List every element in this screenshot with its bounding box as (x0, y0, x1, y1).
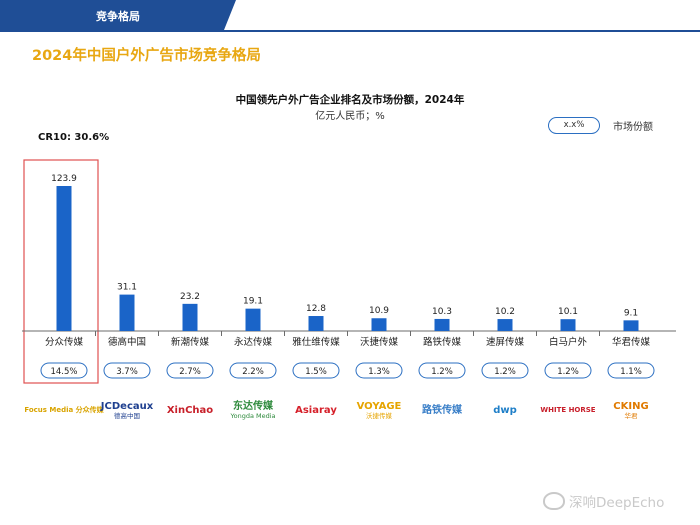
page-title: 2024年中国户外广告市场竞争格局 (32, 48, 261, 64)
bar (56, 186, 72, 331)
legend-label: 市场份额 (613, 122, 653, 133)
bar (434, 318, 450, 331)
share-label: 1.5% (305, 367, 327, 377)
bar (182, 303, 198, 331)
share-bubble (607, 362, 655, 379)
value-label: 10.1 (558, 307, 578, 317)
cking-logo: CKING 华君 (613, 400, 649, 420)
voyage-logo: VOYAGE 沃捷传媒 (356, 400, 402, 420)
legend-symbol: x.x% (548, 117, 600, 134)
share-bubble (544, 362, 592, 379)
chart-title: 中国领先户外广告企业排名及市场份额，2024年 (235, 94, 465, 106)
bar (308, 316, 324, 331)
share-bubble (418, 362, 466, 379)
share-label: 2.2% (242, 367, 264, 377)
share-bubble (40, 362, 88, 379)
focus-media-logo: Focus Media 分众传媒 (24, 405, 104, 414)
category-label: 路铁传媒 (423, 336, 462, 348)
value-label: 23.2 (180, 292, 200, 302)
share-bubble (103, 362, 151, 379)
share-bubble (229, 362, 277, 379)
yongda-logo: 东达传媒 Yongda Media (230, 400, 276, 420)
header-bar (0, 0, 236, 30)
weibo-icon (543, 492, 565, 510)
leader-highlight-box (23, 159, 99, 384)
value-label: 10.3 (432, 307, 452, 317)
header-rule (0, 30, 700, 32)
xinchao-logo: XinChao (166, 404, 214, 416)
value-label: 31.1 (117, 283, 137, 293)
share-label: 3.7% (116, 367, 138, 377)
bar (623, 320, 639, 331)
bar (560, 319, 576, 331)
dwp-logo: dwp (493, 404, 517, 416)
watermark-text: 深响DeepEcho (569, 495, 665, 511)
category-label: 德高中国 (108, 336, 146, 348)
category-label: 新潮传媒 (171, 336, 210, 348)
bar (371, 318, 387, 331)
cr10-note: CR10: 30.6% (38, 132, 110, 143)
category-label: 沃捷传媒 (360, 336, 399, 348)
category-label: 白马户外 (549, 336, 588, 348)
share-bubble (292, 362, 340, 379)
bar (497, 319, 513, 331)
category-label: 速屏传媒 (486, 336, 525, 348)
share-label: 2.7% (179, 367, 201, 377)
jcdecaux-logo: JCDecaux 德高中国 (100, 400, 154, 420)
category-label: 永达传媒 (234, 336, 273, 348)
value-label: 10.2 (495, 307, 515, 317)
value-label: 10.9 (369, 306, 389, 316)
share-label: 1.2% (431, 367, 453, 377)
lutie-logo: 路铁传媒 (422, 404, 462, 416)
value-label: 12.8 (306, 304, 326, 314)
baima-logo: WHITE HORSE (540, 405, 596, 414)
chart-subtitle: 亿元人民币；% (315, 111, 385, 122)
value-label: 9.1 (624, 308, 638, 318)
category-label: 雅仕维传媒 (292, 336, 340, 348)
share-label: 1.2% (494, 367, 516, 377)
share-label: 1.2% (557, 367, 579, 377)
category-label: 分众传媒 (45, 336, 84, 348)
bar (119, 294, 135, 331)
share-label: 1.1% (620, 367, 642, 377)
section-label: 竞争格局 (96, 10, 140, 23)
share-label: 1.3% (368, 367, 390, 377)
share-bubble (166, 362, 214, 379)
category-label: 华君传媒 (612, 336, 651, 348)
value-label: 123.9 (51, 174, 77, 184)
watermark: 深响DeepEcho (543, 491, 664, 511)
value-label: 19.1 (243, 297, 263, 307)
asiaray-logo: Asiaray (295, 404, 337, 416)
share-bubble (481, 362, 529, 379)
bar (245, 308, 261, 331)
share-label: 14.5% (50, 367, 77, 377)
share-bubble (355, 362, 403, 379)
